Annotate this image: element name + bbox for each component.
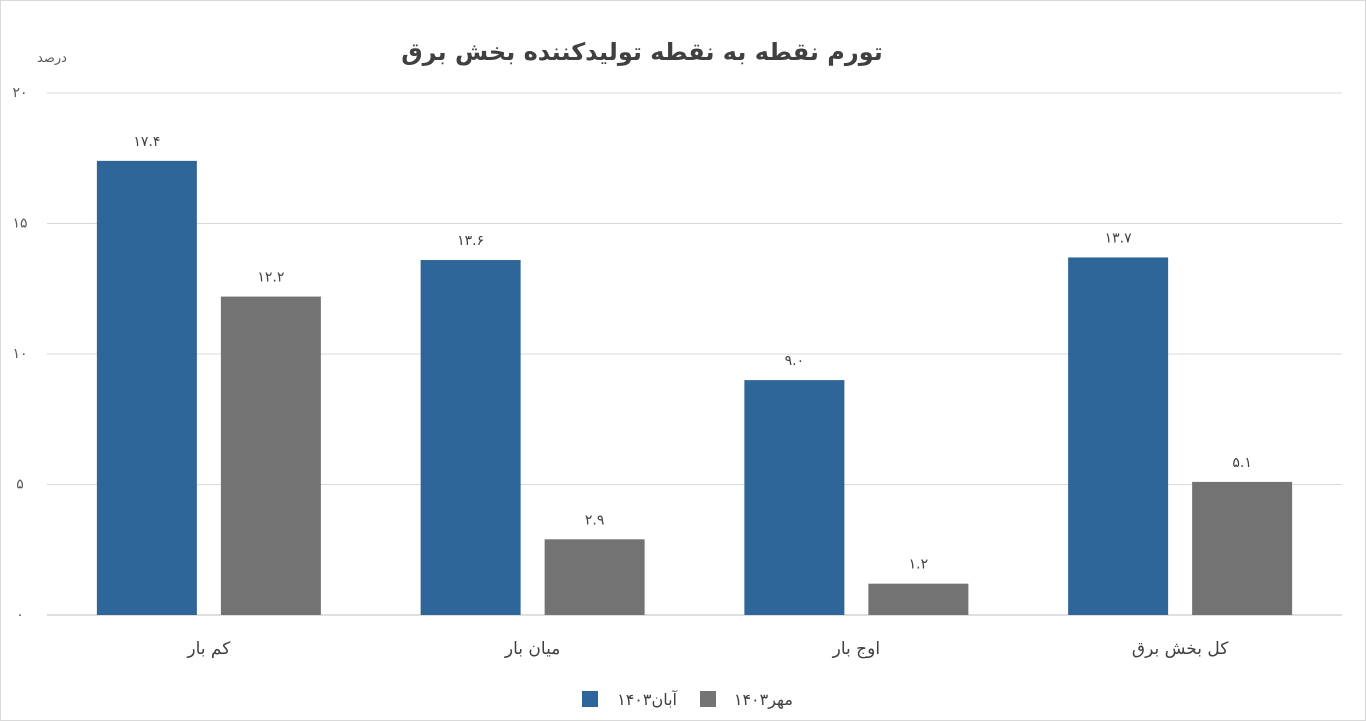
bar: [96, 160, 197, 616]
data-label: ۹.۰: [785, 353, 805, 369]
bar: [220, 296, 321, 615]
bars: [96, 160, 1293, 616]
data-label: ۱۳.۷: [1105, 230, 1132, 246]
x-tick-label: اوج بار: [832, 639, 880, 659]
legend-swatch: [700, 691, 716, 707]
data-label: ۱۲.۲: [257, 270, 284, 286]
x-tick-label: کل بخش برق: [1132, 639, 1229, 659]
bar: [544, 539, 645, 615]
legend-label: آبان۱۴۰۳: [617, 690, 678, 709]
x-tick-label: کم بار: [186, 639, 231, 659]
data-label: ۱.۲: [909, 557, 929, 573]
data-label: ۱۳.۶: [457, 233, 484, 249]
data-label: ۵.۱: [1232, 455, 1252, 471]
y-tick-label: ۱۵: [12, 216, 27, 232]
bar: [868, 583, 969, 615]
legend-label: مهر۱۴۰۳: [734, 690, 793, 710]
bar: [744, 380, 845, 615]
y-axis-ticks: ۰ ۵ ۱۰ ۱۵ ۲۰: [12, 85, 27, 623]
legend-swatch: [582, 691, 598, 707]
y-tick-label: ۵: [16, 477, 24, 493]
data-label: ۱۷.۴: [133, 134, 160, 150]
chart-title: تورم نقطه به نقطه تولیدکننده بخش برق: [401, 38, 883, 66]
y-tick-label: ۰: [16, 607, 24, 623]
y-axis-unit-label: درصد: [37, 51, 67, 66]
y-tick-label: ۱۰: [12, 346, 27, 362]
bar: [420, 260, 521, 615]
x-tick-label: میان بار: [504, 639, 560, 659]
data-labels: ۱۳.۷ ۵.۱ ۹.۰ ۱.۲ ۱۳.۶ ۲.۹ ۱۷.۴ ۱۲.۲: [133, 134, 1252, 573]
bar: [1192, 481, 1293, 615]
bar: [1068, 257, 1169, 615]
legend: آبان۱۴۰۳ مهر۱۴۰۳: [582, 690, 793, 710]
data-label: ۲.۹: [585, 512, 605, 528]
y-tick-label: ۲۰: [12, 85, 27, 101]
x-axis-ticks: کل بخش برق اوج بار میان بار کم بار: [186, 639, 1229, 659]
